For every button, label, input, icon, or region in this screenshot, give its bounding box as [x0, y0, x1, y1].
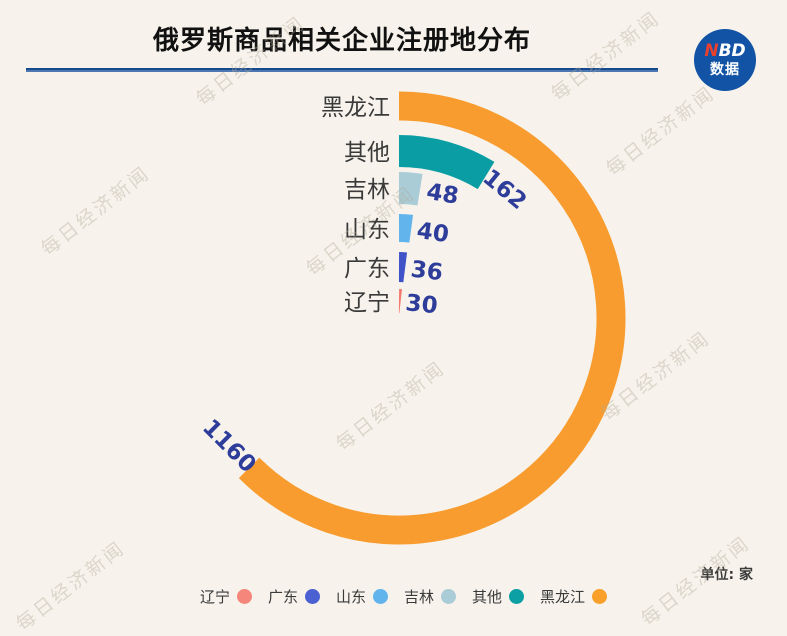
- nbd-logo: NBD 数据: [694, 29, 756, 91]
- legend-item-shandong: 山东: [336, 586, 388, 607]
- legend-label-liaoning: 辽宁: [200, 586, 230, 607]
- category-label-jilin: 吉林: [344, 177, 390, 203]
- legend-item-qita: 其他: [472, 586, 524, 607]
- value-label-jilin: 48: [425, 179, 461, 210]
- unit-note: 单位: 家: [701, 564, 753, 584]
- nbd-logo-subtitle: 数据: [694, 62, 756, 78]
- legend-label-heilongjiang: 黑龙江: [540, 586, 585, 607]
- legend-dot-guangdong: [305, 589, 320, 604]
- category-label-qita: 其他: [344, 140, 390, 166]
- legend-label-shandong: 山东: [336, 586, 366, 607]
- legend-dot-qita: [509, 589, 524, 604]
- bar-arc-shandong: [399, 228, 411, 229]
- legend-label-guangdong: 广东: [268, 586, 298, 607]
- value-label-shandong: 40: [415, 218, 450, 248]
- category-label-guangdong: 广东: [344, 256, 390, 282]
- value-label-guangdong: 36: [409, 257, 444, 287]
- category-label-liaoning: 辽宁: [344, 290, 390, 316]
- legend-dot-heilongjiang: [592, 589, 607, 604]
- legend-label-qita: 其他: [472, 586, 502, 607]
- legend-dot-shandong: [373, 589, 388, 604]
- legend-label-jilin: 吉林: [404, 586, 434, 607]
- legend-dot-liaoning: [237, 589, 252, 604]
- legend-dot-jilin: [441, 589, 456, 604]
- legend: 辽宁 广东 山东 吉林 其他 黑龙江: [10, 586, 787, 607]
- legend-item-guangdong: 广东: [268, 586, 320, 607]
- category-label-heilongjiang: 黑龙江: [321, 95, 390, 121]
- bar-arc-jilin: [399, 188, 420, 190]
- bar-arc-qita: [399, 151, 486, 176]
- legend-item-liaoning: 辽宁: [200, 586, 252, 607]
- nbd-logo-n: N: [704, 41, 718, 61]
- nbd-logo-text: NBD: [694, 42, 756, 62]
- category-label-shandong: 山东: [344, 217, 390, 243]
- value-label-liaoning: 30: [404, 290, 438, 319]
- legend-item-heilongjiang: 黑龙江: [540, 586, 607, 607]
- legend-item-jilin: 吉林: [404, 586, 456, 607]
- nbd-logo-bd: BD: [719, 41, 746, 61]
- value-label-heilongjiang: 1160: [197, 415, 261, 479]
